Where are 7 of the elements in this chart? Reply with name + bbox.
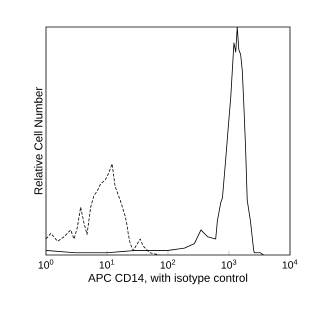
x-tick-label: 10$^{1}$ bbox=[100, 260, 114, 269]
y-axis-title: Relative Cell Number bbox=[34, 87, 42, 194]
x-axis-title: APC CD14, with isotype control bbox=[88, 274, 248, 284]
x-tick-label: 10$^{0}$ bbox=[38, 260, 54, 269]
x-tick-label: 10$^{4}$ bbox=[282, 260, 298, 269]
x-tick-label: 10$^{3}$ bbox=[222, 260, 236, 269]
x-tick-label: 10$^{2}$ bbox=[160, 260, 176, 269]
